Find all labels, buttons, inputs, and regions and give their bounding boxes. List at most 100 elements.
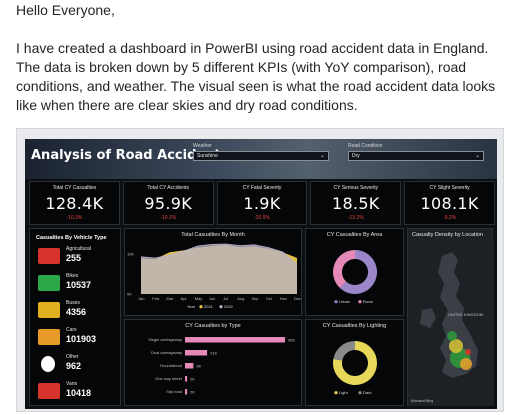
type-bar-panel[interactable]: CY Casualties by Type Single carriageway… [124,319,302,406]
area-donut-panel[interactable]: CY Casualties By Area Urban Rural [305,228,404,316]
bar-data-label: 8K [196,363,201,368]
tractor-icon [38,248,60,264]
weather-slicer-label: Weather [193,143,212,149]
powerbi-dashboard: Analysis of Road Accidents Weather Sunsh… [25,139,497,409]
series-line-2022 [140,243,298,265]
type-bar-chart: Single carriageway 95K Dual carriageway 21K… [148,337,295,395]
kpi-card[interactable]: CY Fatal Severity 1.9K -20.9% [216,181,308,225]
area-chart-title: CY Casualties By Area [326,232,383,238]
vehicle-row: Agricultural 255 [36,245,118,267]
more-icon [41,356,55,372]
road-slicer-label: Road Condition [348,143,383,149]
legend-marker [334,391,338,395]
donut-slice-dark [333,341,355,361]
y-tick-label: 0K [127,292,132,297]
kpi-card[interactable]: Total CY Casualties 128.4K -10.3% [29,181,120,225]
type-chart-title: CY Casualties by Type [185,323,241,329]
uk-landmass [438,252,478,378]
vehicle-row: Bikes 10537 [36,272,118,294]
weather-slicer[interactable]: Weather Sunshine ⌄ [193,143,329,161]
vehicle-value: 10537 [66,280,92,290]
density-spot [449,339,463,353]
bar [185,350,208,356]
legend-marker [219,305,223,309]
vehicle-row: Cars 101903 [36,326,118,348]
vehicle-value: 255 [66,253,82,263]
motorbike-icon [38,275,60,291]
chevron-down-icon: ⌄ [474,153,480,159]
weather-dropdown[interactable]: Sunshine ⌄ [193,151,329,161]
vehicle-row: Vans 10418 [36,380,118,402]
lighting-chart-title: CY Casualties By Lighting [322,323,387,329]
kpi-change: -10.3% [66,215,83,221]
donut-slice-rural [333,250,355,289]
kpi-label: CY Slight Severity [429,185,470,191]
area-donut-chart: Urban Rural [333,250,377,304]
bus-icon [38,302,60,318]
ireland-landmass [420,308,436,328]
bar-data-label: 2K [190,376,195,381]
legend-marker [334,300,338,304]
bar-data-label: 2K [190,389,195,394]
x-tick-label: Jun [209,296,215,301]
attached-image[interactable]: Analysis of Road Accidents Weather Sunsh… [16,128,504,412]
vehicle-name: Agricultural [66,246,92,252]
weather-value: Sunshine [197,153,218,159]
kpi-card[interactable]: Total CY Accidents 95.9K -10.1% [122,181,214,225]
map-panel[interactable]: Casualty Density by Location UNITED KING… [407,228,494,406]
bar [185,376,188,382]
bar-category-label: Slip road [166,389,182,394]
kpi-value: 1.9K [243,194,281,213]
dashboard-title: Analysis of Road Accidents [31,148,229,163]
kpi-value: 95.9K [144,194,192,213]
x-tick-label: May [195,296,203,301]
density-spot [460,358,472,370]
legend-label: Dark [363,390,371,395]
monthly-area-chart: 10K 0K Jan Feb Mar Apr May Jun Jul Aug Sep Oct Nov De… [127,243,301,309]
map-title: Casualty Density by Location [412,232,483,238]
donut-slice-light [333,341,377,385]
kpi-label: Total CY Accidents [147,185,189,191]
kpi-label: CY Fatal Severity [242,185,282,191]
legend-label: Rural [363,299,373,304]
lighting-donut-panel[interactable]: CY Casualties By Lighting Light Dark [305,319,404,406]
road-dropdown[interactable]: Dry ⌄ [348,151,484,161]
road-value: Dry [352,153,360,159]
x-tick-label: Jul [223,296,228,301]
density-spot [447,331,457,341]
map-attribution: Microsoft Bing [411,399,433,403]
vehicle-value: 101903 [66,334,97,344]
bar-data-label: 95K [288,337,295,342]
vehicle-type-panel[interactable]: Casualties By Vehicle Type Agricultural … [29,228,121,406]
x-tick-label: Aug [237,296,244,301]
legend-marker [358,300,362,304]
post-greeting: Hello Everyone, [16,2,115,18]
bar-category-label: Roundabout [160,363,183,368]
vehicle-row: Other 962 [36,353,118,375]
uk-map[interactable]: UNITED KINGDOM Microsoft Bing [408,238,494,406]
donut-slice-urban [339,250,377,294]
vehicle-row: Buses 4356 [36,299,118,321]
vehicle-name: Vans [66,381,78,387]
monthly-chart-panel[interactable]: Total Casualties By Month 10K 0K Jan Feb Mar… [124,228,302,316]
bar [185,363,194,369]
legend-marker [199,305,203,309]
bar-category-label: One way street [155,376,183,381]
kpi-card[interactable]: CY Serious Severity 18.5K -13.2% [310,181,402,225]
series-area-2022 [141,244,297,294]
vehicle-value: 10418 [66,388,92,398]
monthly-chart-title: Total Casualties By Month [181,232,245,238]
kpi-label: CY Serious Severity [333,185,379,191]
kpi-change: -10.1% [160,215,177,221]
vehicle-name: Bikes [66,273,79,279]
road-condition-slicer[interactable]: Road Condition Dry ⌄ [348,143,484,161]
x-tick-label: Dec [294,296,301,301]
kpi-card[interactable]: CY Slight Severity 108.1K -9.2% [404,181,495,225]
bar-data-label: 21K [210,350,217,355]
vehicle-value: 962 [66,361,82,371]
kpi-label: Total CY Casualties [52,185,97,191]
kpi-value: 108.1K [420,194,479,213]
kpi-row: Total CY Casualties 128.4K -10.3% Total … [29,181,495,225]
bar-category-label: Dual carriageway [151,350,182,355]
y-tick-label: 10K [127,252,134,257]
